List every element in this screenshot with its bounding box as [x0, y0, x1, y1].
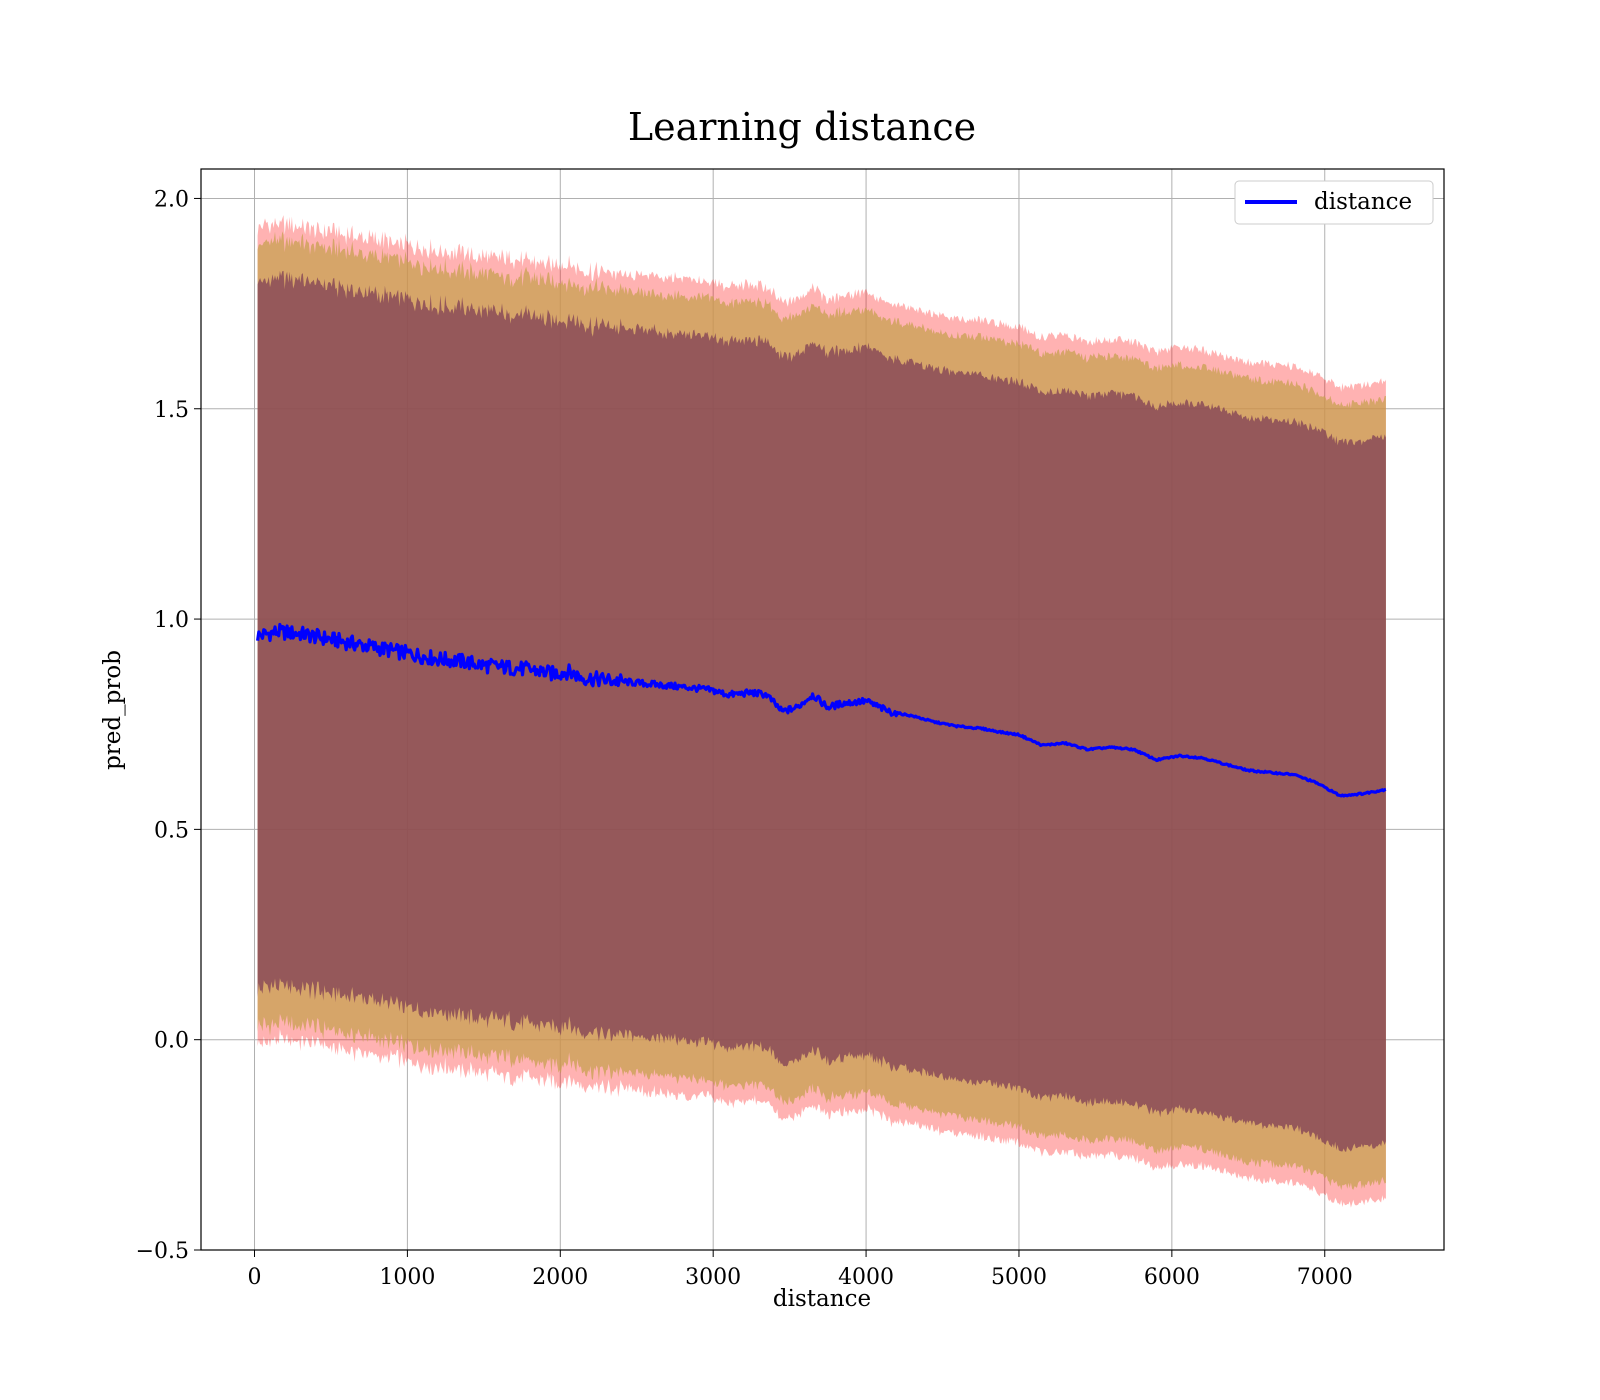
legend-box: [1234, 180, 1434, 225]
x-tick-label: 1000: [379, 1265, 435, 1290]
y-tick-label: 2.0: [154, 187, 189, 212]
series-line-distance: [256, 622, 1387, 798]
y-tick-label: 1.5: [154, 398, 189, 423]
x-tick-label: 7000: [1297, 1265, 1353, 1290]
legend: distance: [1234, 180, 1434, 225]
series-layer: [256, 622, 1387, 798]
x-axis: 0 1000 2000 3000 4000 5000 6000 7000: [248, 1250, 1353, 1290]
plot-frame: [200, 168, 1445, 1251]
x-tick-label: 6000: [1144, 1265, 1200, 1290]
y-tick-label: 0.0: [154, 1029, 189, 1054]
x-tick-label: 2000: [532, 1265, 588, 1290]
band-inner: [257, 270, 1386, 1152]
legend-label-distance: distance: [1314, 189, 1412, 215]
chart-title: Learning distance: [628, 105, 976, 149]
y-axis-label: pred_prob: [100, 650, 126, 770]
y-axis: −0.5 0.0 0.5 1.0 1.5 2.0: [136, 187, 201, 1264]
x-tick-label: 3000: [685, 1265, 741, 1290]
x-tick-label: 0: [248, 1265, 262, 1290]
y-tick-label: 1.0: [154, 608, 189, 633]
y-tick-label: 0.5: [154, 818, 189, 843]
x-tick-label: 5000: [991, 1265, 1047, 1290]
y-tick-label: −0.5: [136, 1239, 189, 1264]
x-tick-label: 4000: [838, 1265, 894, 1290]
confidence-bands: [257, 215, 1386, 1208]
x-axis-label: distance: [773, 1286, 871, 1312]
